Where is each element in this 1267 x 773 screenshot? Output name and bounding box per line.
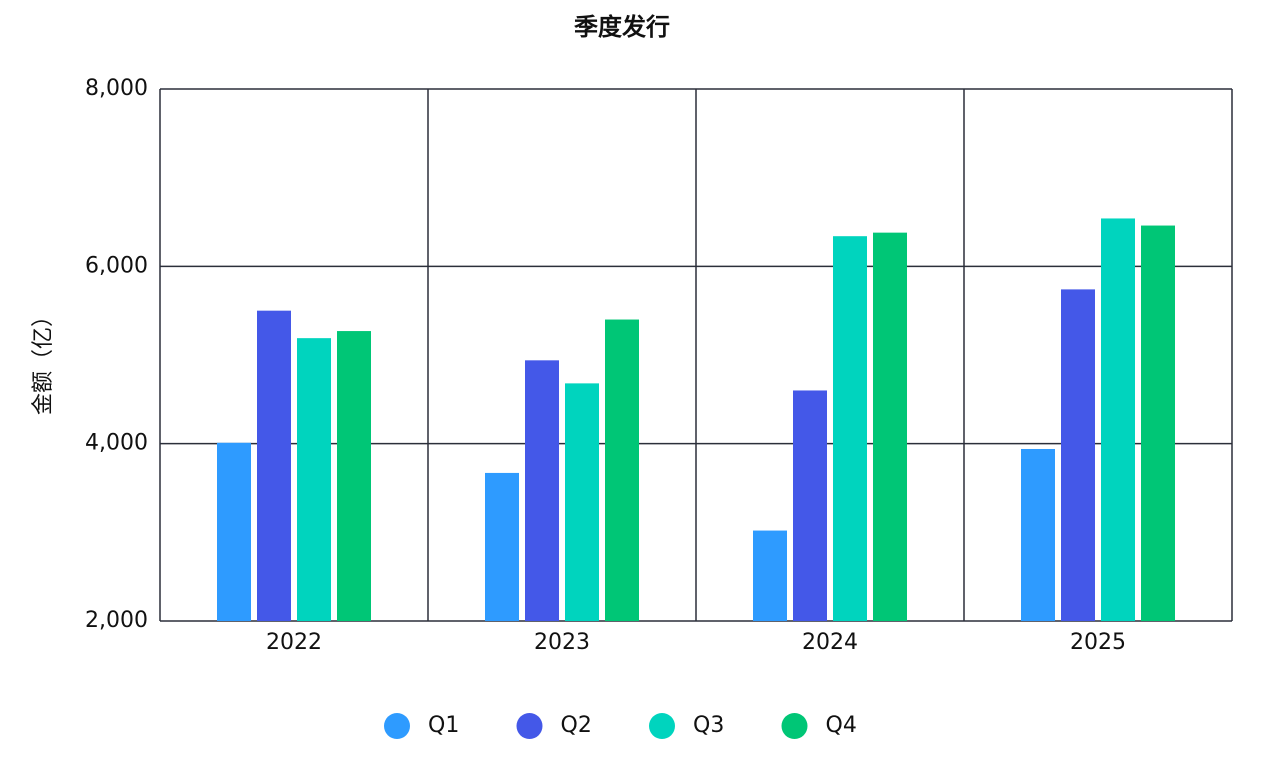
bar bbox=[565, 383, 599, 621]
bar bbox=[1061, 289, 1095, 621]
bar bbox=[337, 331, 371, 621]
bar bbox=[873, 232, 907, 621]
legend-marker bbox=[649, 713, 675, 739]
legend-label: Q2 bbox=[561, 713, 592, 738]
legend-label: Q4 bbox=[826, 713, 857, 738]
bar bbox=[485, 472, 519, 621]
bar bbox=[1141, 225, 1175, 621]
legend-label: Q1 bbox=[428, 713, 459, 738]
y-tick-label: 4,000 bbox=[85, 431, 148, 456]
bar bbox=[525, 360, 559, 621]
x-tick-label: 2023 bbox=[534, 630, 590, 655]
chart-title: 季度发行 bbox=[574, 13, 670, 41]
bar bbox=[1021, 448, 1055, 621]
bar bbox=[605, 319, 639, 621]
y-tick-label: 6,000 bbox=[85, 253, 148, 278]
y-tick-label: 8,000 bbox=[85, 76, 148, 101]
legend-label: Q3 bbox=[693, 713, 724, 738]
bar bbox=[257, 310, 291, 621]
y-tick-label: 2,000 bbox=[85, 608, 148, 633]
legend-marker bbox=[384, 713, 410, 739]
bar bbox=[833, 236, 867, 622]
y-axis-label: 金额（亿） bbox=[31, 305, 56, 415]
x-tick-label: 2025 bbox=[1070, 630, 1126, 655]
legend-marker bbox=[781, 713, 808, 739]
legend-marker bbox=[516, 713, 543, 739]
x-tick-label: 2024 bbox=[802, 630, 858, 655]
bar bbox=[217, 442, 251, 621]
x-tick-label: 2022 bbox=[266, 630, 322, 655]
bar bbox=[753, 530, 787, 621]
bar bbox=[297, 338, 331, 621]
bar bbox=[1101, 218, 1135, 621]
bar bbox=[793, 390, 827, 621]
